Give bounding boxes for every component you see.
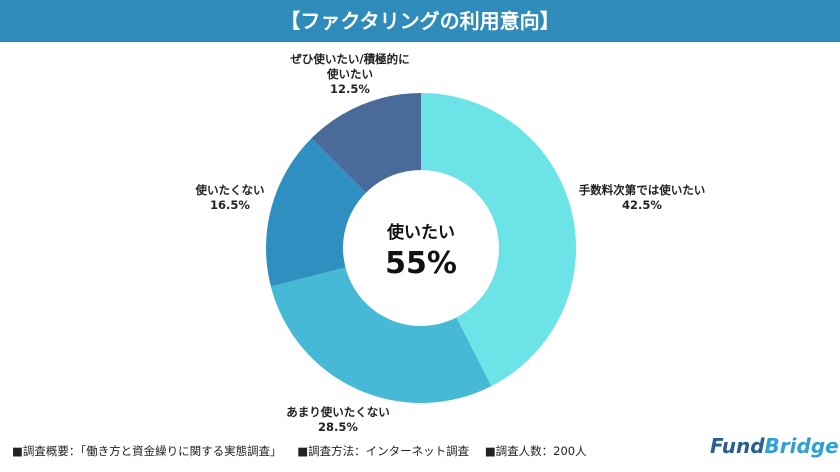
label-slice-0: 手数料次第では使いたい 42.5% xyxy=(578,183,706,212)
donut-slice-2 xyxy=(266,138,366,287)
survey-method: ■調査方法：インターネット調査 xyxy=(297,444,470,458)
footer-notes: ■調査概要：「働き方と資金繰りに関する実態調査」 ■調査方法：インターネット調査… xyxy=(12,443,599,459)
donut-slice-3 xyxy=(311,93,421,193)
label-slice-3: ぜひ使いたい/積極的に使いたい 12.5% xyxy=(290,52,410,96)
label-slice-1: あまり使いたくない 28.5% xyxy=(286,405,390,434)
donut-slice-0 xyxy=(421,93,576,387)
donut-slice-1 xyxy=(270,267,492,404)
center-label: 使いたい xyxy=(387,223,455,243)
fundbridge-logo: FundBridge xyxy=(710,434,839,458)
survey-overview: ■調査概要：「働き方と資金繰りに関する実態調査」 xyxy=(12,444,282,458)
chart-title: 【ファクタリングの利用意向】 xyxy=(0,0,840,42)
center-value: 55% xyxy=(385,246,457,281)
label-slice-2: 使いたくない 16.5% xyxy=(195,183,265,212)
survey-count: ■調査人数：200人 xyxy=(484,444,587,458)
